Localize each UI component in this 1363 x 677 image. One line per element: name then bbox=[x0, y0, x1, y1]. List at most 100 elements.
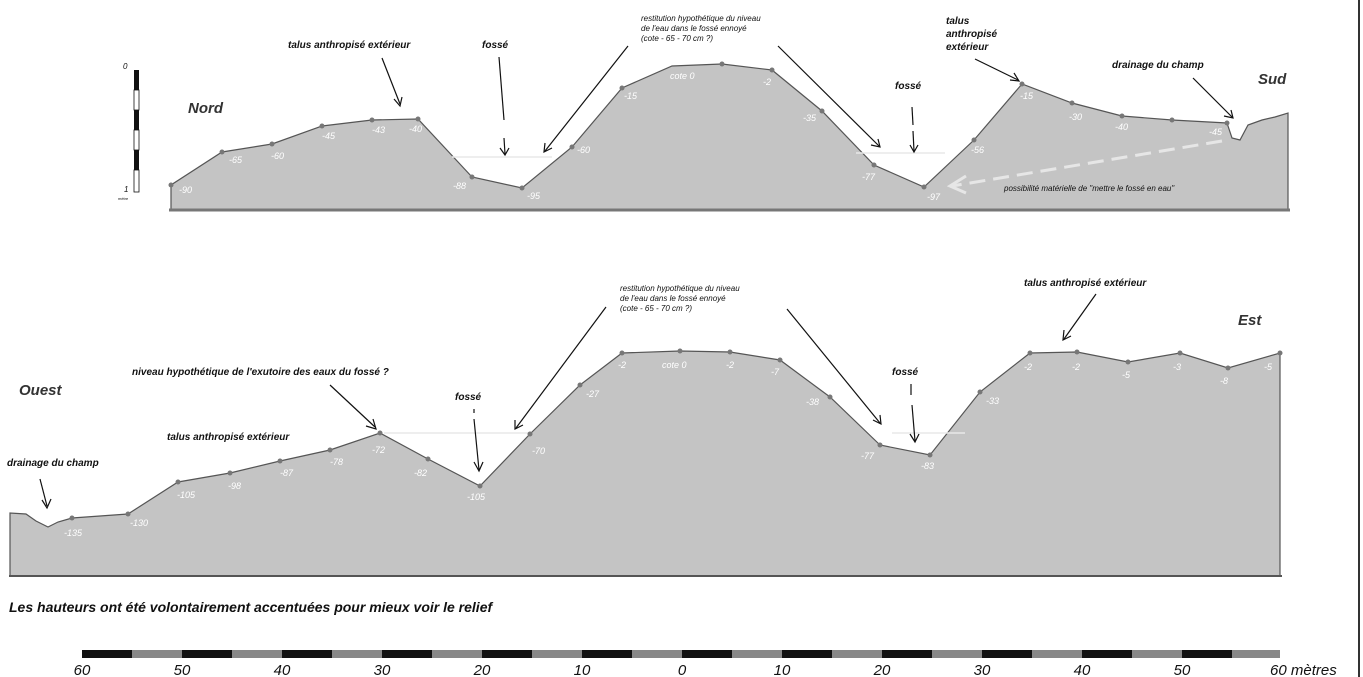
point-value: -2 bbox=[1072, 362, 1080, 372]
point-value: -77 bbox=[862, 172, 876, 182]
annotation-water-level-line3: (cote - 65 - 70 cm ?) bbox=[620, 304, 692, 313]
annotation-water-level-line1: restitution hypothétique du niveau bbox=[620, 284, 740, 293]
point-value: -40 bbox=[409, 124, 422, 134]
profile-ouest-est-ground bbox=[9, 350, 1281, 577]
arrow-fosse-left bbox=[498, 56, 505, 121]
survey-point bbox=[1224, 120, 1230, 126]
point-value: -5 bbox=[1264, 362, 1273, 372]
scale-segment bbox=[1182, 650, 1232, 658]
arrow-talus-right bbox=[974, 58, 1019, 81]
arrow-head bbox=[1223, 109, 1234, 119]
point-value: -40 bbox=[1115, 122, 1128, 132]
point-value: -2 bbox=[726, 360, 734, 370]
scale-segment bbox=[632, 650, 682, 658]
survey-point bbox=[219, 149, 225, 155]
survey-point bbox=[827, 394, 833, 400]
survey-point bbox=[1019, 81, 1025, 87]
scale-segment bbox=[432, 650, 482, 658]
survey-point bbox=[1169, 117, 1175, 123]
survey-point bbox=[415, 116, 421, 122]
survey-point bbox=[125, 511, 131, 517]
scale-segment bbox=[282, 650, 332, 658]
scale-tick-label: 30 bbox=[974, 662, 991, 677]
point-value: -90 bbox=[179, 185, 192, 195]
scale-segment bbox=[232, 650, 282, 658]
survey-point bbox=[527, 431, 533, 437]
arrow-head bbox=[909, 433, 920, 444]
survey-point bbox=[1119, 113, 1125, 119]
point-value: -2 bbox=[1024, 362, 1032, 372]
survey-point bbox=[1177, 350, 1183, 356]
scale-tick-label: 40 bbox=[1074, 662, 1091, 677]
scale-segment bbox=[133, 169, 140, 193]
scale-segment bbox=[682, 650, 732, 658]
arrow-head bbox=[499, 147, 510, 157]
profile-nord-sud: -90 -65 -60 -45 -43 -40 -88 -95 -60 -15 … bbox=[118, 14, 1290, 212]
survey-point bbox=[469, 174, 475, 180]
arrow-drainage-ouest bbox=[39, 478, 48, 507]
survey-point bbox=[619, 85, 625, 91]
survey-point bbox=[175, 479, 181, 485]
profile-ouest-est-points bbox=[69, 348, 1283, 521]
point-value: -65 bbox=[229, 155, 243, 165]
annotation-fosse-right: fossé bbox=[892, 367, 919, 378]
survey-point bbox=[719, 61, 725, 67]
scale-tick-label: 60 bbox=[74, 662, 91, 677]
arrow-head bbox=[393, 96, 403, 108]
scale-segment bbox=[582, 650, 632, 658]
survey-point bbox=[977, 389, 983, 395]
point-value: -97 bbox=[927, 192, 941, 202]
annotation-talus-left: talus anthropisé extérieur bbox=[167, 432, 290, 443]
arrow-water-level-right bbox=[786, 308, 881, 424]
arrow-outlet bbox=[329, 384, 376, 428]
arrow-water-level-right bbox=[777, 45, 880, 147]
arrow-head bbox=[909, 144, 919, 154]
point-value: -60 bbox=[577, 145, 590, 155]
survey-point bbox=[377, 430, 383, 436]
scale-segment bbox=[782, 650, 832, 658]
survey-point bbox=[1277, 350, 1283, 356]
survey-point bbox=[168, 182, 174, 188]
scale-segment bbox=[134, 70, 139, 90]
annotation-fosse-left: fossé bbox=[482, 40, 509, 51]
arrow-water-level-left bbox=[515, 306, 607, 429]
arrow-fosse-left-tail bbox=[473, 418, 480, 471]
scale-segment bbox=[1132, 650, 1182, 658]
survey-point bbox=[327, 447, 333, 453]
survey-point bbox=[871, 162, 877, 168]
scale-segment bbox=[382, 650, 432, 658]
survey-point bbox=[727, 349, 733, 355]
point-value: -95 bbox=[527, 191, 541, 201]
arrow-head bbox=[365, 418, 377, 430]
vertical-scale-bar: 0 1 mètre bbox=[118, 62, 140, 201]
exaggeration-note: Les hauteurs ont été volontairement acce… bbox=[9, 599, 493, 615]
scale-segment bbox=[132, 650, 182, 658]
annotation-water-level-line2: de l'eau dans le fossé ennoyé bbox=[620, 294, 726, 303]
arrow-fosse-right-tail bbox=[912, 130, 915, 152]
point-value: -77 bbox=[861, 451, 875, 461]
point-value: -135 bbox=[64, 528, 83, 538]
direction-label-nord: Nord bbox=[188, 100, 224, 117]
direction-label-ouest: Ouest bbox=[19, 382, 63, 399]
annotation-talus-right-line1: talus bbox=[946, 16, 970, 27]
point-value: -60 bbox=[271, 151, 284, 161]
scale-segment bbox=[133, 129, 140, 151]
scale-bar-unit-label: mètre bbox=[118, 196, 129, 201]
point-value: -33 bbox=[986, 396, 999, 406]
scale-segment bbox=[1232, 650, 1280, 658]
point-value: -78 bbox=[330, 457, 343, 467]
scale-segment bbox=[832, 650, 882, 658]
scale-segment bbox=[732, 650, 782, 658]
scale-segment bbox=[1032, 650, 1082, 658]
annotation-possibility: possibilité matérielle de "mettre le fos… bbox=[1003, 184, 1175, 193]
arrow-head bbox=[41, 498, 52, 510]
scale-segment bbox=[134, 110, 139, 130]
scale-bar-bottom-label: 1 bbox=[124, 185, 128, 194]
survey-point bbox=[877, 442, 883, 448]
point-value: -38 bbox=[806, 397, 819, 407]
survey-point bbox=[1074, 349, 1080, 355]
profile-ouest-est: -135 -130 -105 -98 -87 -78 -72 -82 -105 … bbox=[7, 278, 1283, 577]
arrow-head bbox=[543, 142, 553, 154]
scale-segment bbox=[482, 650, 532, 658]
